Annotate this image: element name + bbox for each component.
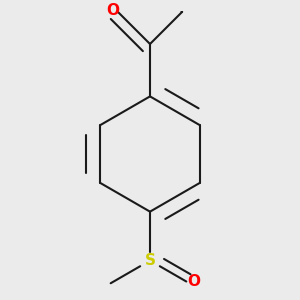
Text: O: O [106, 3, 119, 18]
Text: O: O [187, 274, 200, 289]
Text: S: S [145, 253, 155, 268]
